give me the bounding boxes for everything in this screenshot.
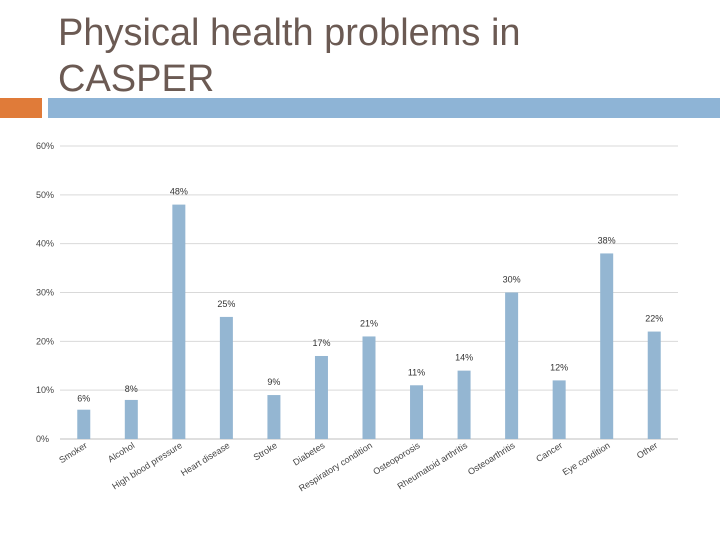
data-label: 17% <box>312 338 330 348</box>
data-label: 30% <box>503 275 521 285</box>
category-label: Alcohol <box>106 440 136 464</box>
bar <box>600 253 614 439</box>
bar <box>362 336 376 439</box>
y-tick-label: 60% <box>36 141 54 151</box>
bar-layer <box>77 204 661 439</box>
data-label: 22% <box>645 314 663 324</box>
data-label: 38% <box>598 235 616 245</box>
bar <box>219 316 233 439</box>
y-tick-label: 30% <box>36 288 54 298</box>
data-label: 11% <box>408 367 425 377</box>
y-tick-label: 40% <box>36 239 54 249</box>
chart-title: Physical health problems in CASPER <box>58 12 521 100</box>
category-label: Heart disease <box>179 440 231 478</box>
category-label: Osteoarthritis <box>466 440 517 477</box>
bar <box>124 399 138 439</box>
data-label: 14% <box>455 353 473 363</box>
bar <box>457 370 471 439</box>
bar <box>314 355 328 439</box>
category-label: Cancer <box>534 440 564 464</box>
bar <box>267 395 281 439</box>
title-accent-bar <box>48 98 720 118</box>
y-tick-label: 50% <box>36 190 54 200</box>
category-label: Other <box>635 440 659 460</box>
data-label: 21% <box>360 318 378 328</box>
y-tick-label: 0% <box>36 434 49 444</box>
category-label: Stroke <box>252 440 279 462</box>
data-label: 6% <box>77 394 90 404</box>
category-label: Diabetes <box>291 440 327 468</box>
title-accent-orange <box>0 98 42 118</box>
data-label: 48% <box>170 187 188 197</box>
data-label: 8% <box>125 384 138 394</box>
data-label: 12% <box>550 362 568 372</box>
bar <box>647 331 661 439</box>
bar <box>172 204 186 439</box>
category-label: Smoker <box>57 440 89 465</box>
y-tick-label: 10% <box>36 385 54 395</box>
category-label: Eye condition <box>561 440 612 477</box>
bar <box>505 292 519 439</box>
label-layer: 0% 10% 20% 30% 40% 50% 60% 6% Smoker 8% Alcohol 48%… <box>36 141 663 493</box>
data-label: 9% <box>267 377 280 387</box>
bar <box>77 409 91 439</box>
bar <box>410 385 424 439</box>
y-tick-label: 20% <box>36 336 54 346</box>
bar <box>552 380 566 439</box>
data-label: 25% <box>217 299 235 309</box>
